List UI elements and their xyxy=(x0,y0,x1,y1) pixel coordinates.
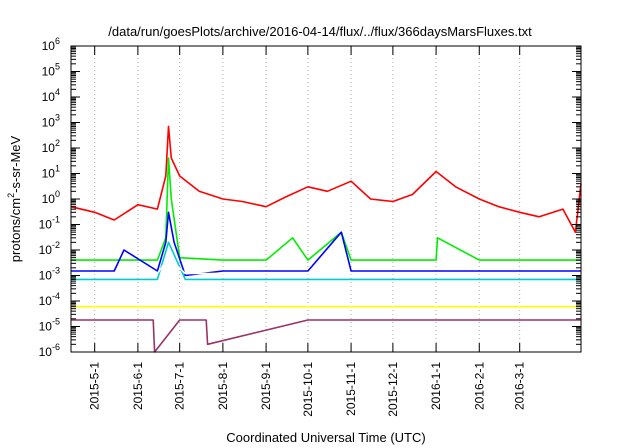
series-line xyxy=(71,211,581,277)
y-tick-exponent: -2 xyxy=(52,240,60,250)
y-tick-exponent: 5 xyxy=(55,62,60,72)
y-tick-exponent: 4 xyxy=(55,87,60,97)
x-tick-label: 2015-12-1 xyxy=(386,362,400,417)
y-tick-exponent: -4 xyxy=(52,291,60,301)
y-tick-base: 10 xyxy=(42,90,56,104)
y-tick-exponent: -6 xyxy=(52,342,60,352)
x-tick-label: 2016-2-1 xyxy=(472,362,486,410)
y-tick-exponent: 0 xyxy=(55,189,60,199)
y-tick-base: 10 xyxy=(42,192,56,206)
y-tick-label: 100 xyxy=(42,189,60,206)
series-layer xyxy=(70,125,582,353)
y-tick-exponent: -5 xyxy=(52,317,60,327)
x-tick-label: 2015-8-1 xyxy=(216,362,230,410)
y-tick-label: 102 xyxy=(42,138,60,155)
y-tick-exponent: 2 xyxy=(55,138,60,148)
series-line xyxy=(71,256,581,275)
y-tick-labels: 10-610-510-410-310-210-11001011021031041… xyxy=(39,36,60,359)
y-axis-label: protons/cm2-s-sr-MeV xyxy=(6,135,23,262)
y-tick-label: 105 xyxy=(42,62,60,79)
chart-title: /data/run/goesPlots/archive/2016-04-14/f… xyxy=(108,24,532,39)
y-tick-base: 10 xyxy=(39,294,53,308)
x-tick-label: 2015-10-1 xyxy=(301,362,315,417)
y-tick-label: 10-1 xyxy=(39,215,60,232)
x-tick-label: 2015-9-1 xyxy=(259,362,273,410)
x-tick-label: 2016-1-1 xyxy=(429,362,443,410)
x-tick-label: 2015-6-1 xyxy=(131,362,145,410)
y-tick-label: 101 xyxy=(42,164,60,181)
y-tick-base: 10 xyxy=(39,345,53,359)
y-tick-base: 10 xyxy=(42,167,56,181)
y-tick-exponent: 1 xyxy=(55,164,60,174)
y-tick-label: 10-3 xyxy=(39,266,60,283)
y-tick-label: 10-2 xyxy=(39,240,60,257)
y-tick-exponent: 6 xyxy=(55,36,60,46)
y-tick-label: 10-4 xyxy=(39,291,60,308)
y-tick-label: 103 xyxy=(42,113,60,130)
y-axis-label-sup: 2 xyxy=(6,193,16,198)
x-tick-label: 2015-7-1 xyxy=(173,362,187,410)
y-tick-base: 10 xyxy=(39,218,53,232)
y-tick-base: 10 xyxy=(39,269,53,283)
y-tick-base: 10 xyxy=(42,141,56,155)
y-tick-base: 10 xyxy=(42,39,56,53)
series-line xyxy=(71,157,581,261)
y-tick-base: 10 xyxy=(39,243,53,257)
x-tick-label: 2015-5-1 xyxy=(88,362,102,410)
y-tick-label: 106 xyxy=(42,36,60,53)
y-axis-label-post: -s-sr-MeV xyxy=(8,135,23,192)
x-tick-label: 2016-3-1 xyxy=(513,362,527,410)
y-tick-exponent: -1 xyxy=(52,215,60,225)
x-axis-label: Coordinated Universal Time (UTC) xyxy=(226,430,425,445)
y-tick-base: 10 xyxy=(39,320,53,334)
y-axis-label-pre: protons/cm xyxy=(8,198,23,262)
y-tick-label: 10-6 xyxy=(39,342,60,359)
x-tick-labels: 2015-5-1 2015-6-1 2015-7-1 2015-8-1 2015-9-1… xyxy=(88,362,527,417)
y-tick-exponent: -3 xyxy=(52,266,60,276)
y-tick-exponent: 3 xyxy=(55,113,60,123)
series-line xyxy=(71,319,581,353)
series-line xyxy=(70,125,582,233)
y-tick-label: 104 xyxy=(42,87,60,104)
ticks xyxy=(71,45,581,353)
y-tick-label: 10-5 xyxy=(39,317,60,334)
x-tick-label: 2015-11-1 xyxy=(344,362,358,416)
y-tick-base: 10 xyxy=(42,116,56,130)
y-tick-base: 10 xyxy=(42,65,56,79)
